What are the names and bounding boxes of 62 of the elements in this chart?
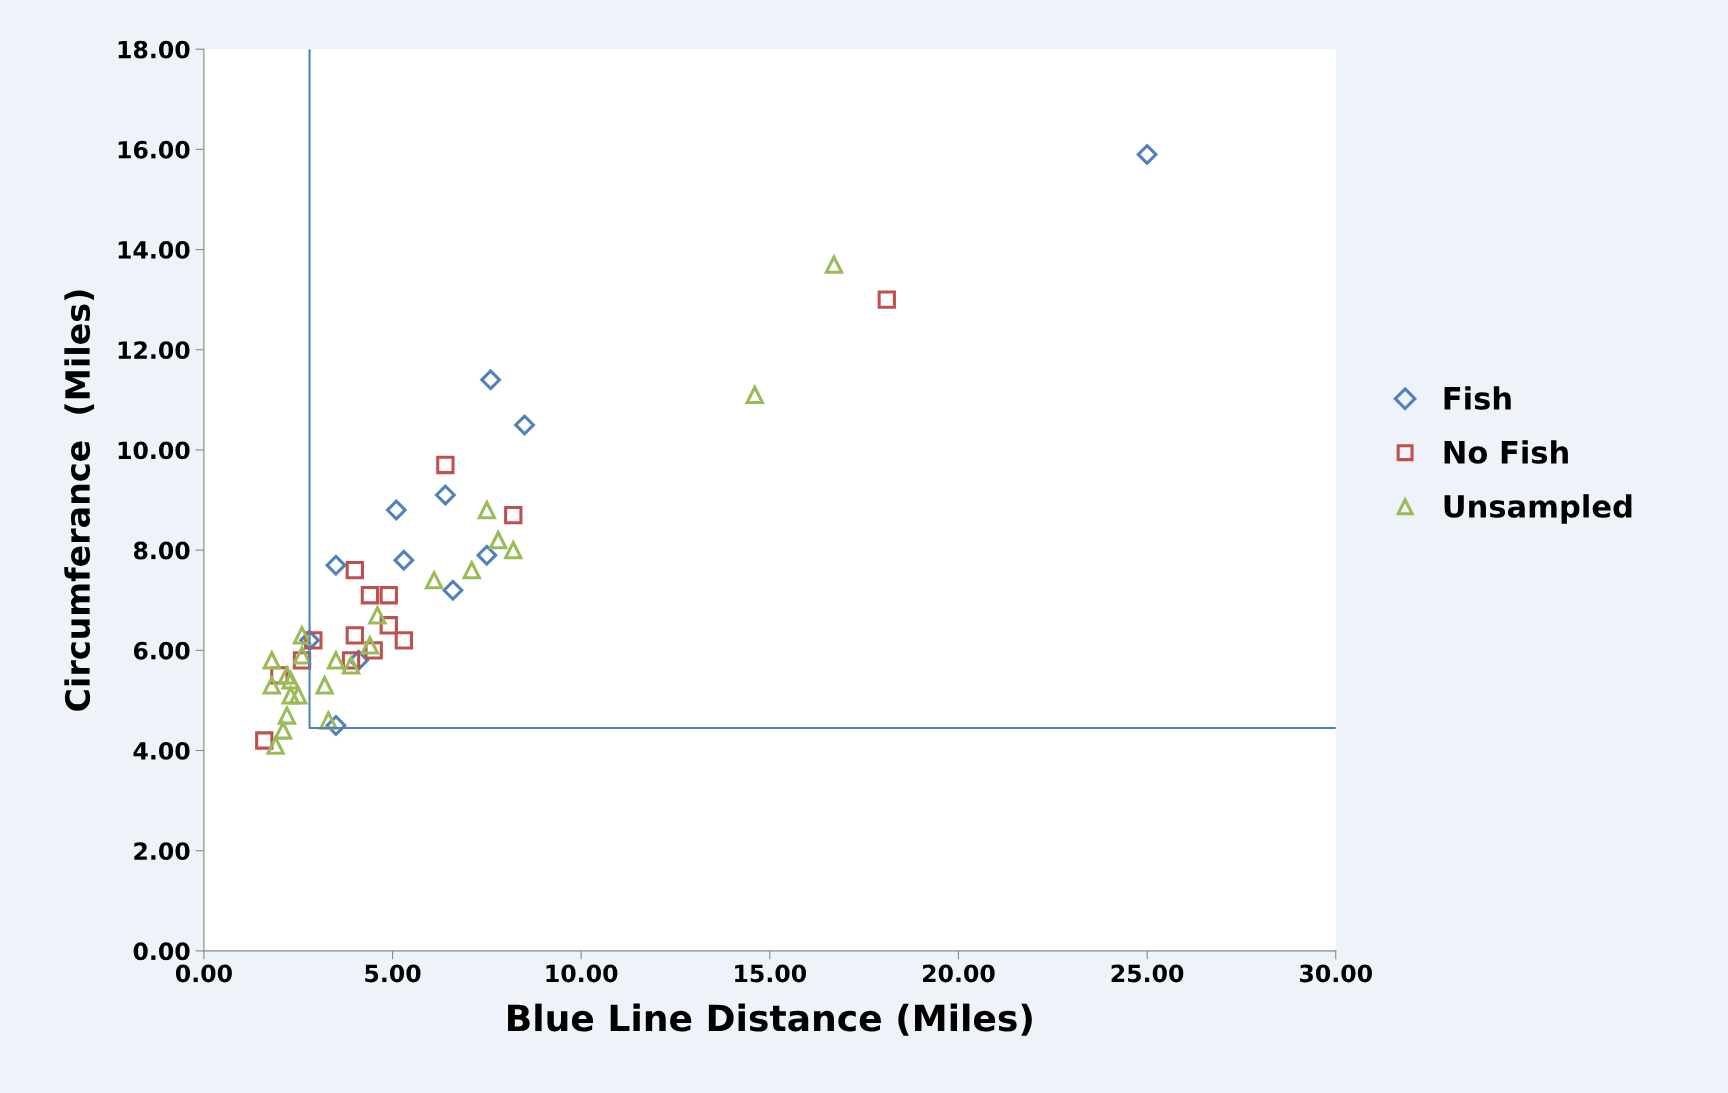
y-tick-label: 18.00: [118, 40, 190, 59]
y-tick-label: 16.00: [118, 140, 190, 159]
point: [436, 455, 455, 475]
y-tick-label: 4.00: [133, 741, 190, 760]
point: [824, 255, 844, 274]
point: [489, 530, 508, 550]
point: [480, 369, 501, 391]
point: [477, 500, 497, 520]
point: [379, 586, 398, 605]
x-tick-label: 10.00: [546, 964, 618, 983]
point: [504, 540, 523, 560]
point: [266, 736, 285, 755]
point: [434, 484, 456, 506]
x-axis-title: Blue Line Distance (Miles): [508, 1003, 1032, 1036]
x-tick-label: 30.00: [1299, 964, 1372, 983]
x-tick-label: 0.00: [175, 964, 232, 983]
point: [360, 636, 380, 655]
point: [514, 414, 535, 436]
point: [393, 549, 415, 571]
y-axis-title: Circumferance (Miles): [64, 290, 95, 711]
point: [345, 561, 364, 580]
point: [368, 606, 387, 625]
y-tick-label: 10.00: [118, 441, 190, 460]
point: [462, 561, 481, 580]
y-tick-label: 0.00: [133, 942, 190, 961]
point: [292, 626, 312, 645]
point: [273, 721, 293, 740]
x-tick-label: 15.00: [735, 964, 807, 983]
point: [325, 715, 347, 736]
point: [325, 554, 347, 576]
y-tick-label: 2.00: [134, 842, 190, 861]
legend-label: No Fish: [1444, 440, 1568, 464]
y-tick-label: 14.00: [118, 241, 190, 259]
point: [1136, 144, 1158, 165]
y-tick-label: 12.00: [118, 341, 190, 360]
point: [476, 544, 498, 566]
point: [277, 706, 297, 725]
point: [262, 651, 281, 670]
point: [326, 651, 346, 670]
y-tick-label: 8.00: [133, 541, 190, 560]
point: [877, 290, 896, 309]
point: [315, 676, 334, 695]
x-tick-label: 5.00: [365, 964, 421, 983]
point: [442, 579, 464, 601]
legend-label: Unsampled: [1444, 494, 1632, 524]
legend-label: Fish: [1444, 386, 1511, 410]
point: [277, 666, 297, 685]
x-tick-label: 25.00: [1111, 964, 1184, 983]
point: [281, 686, 300, 705]
point: [262, 676, 281, 695]
point: [504, 505, 523, 525]
point: [281, 671, 300, 690]
y-tick-label: 6.00: [133, 641, 190, 660]
point: [345, 626, 364, 645]
point: [745, 385, 764, 405]
x-tick-label: 20.00: [922, 964, 995, 983]
point: [394, 631, 414, 650]
point: [385, 499, 407, 521]
point: [424, 571, 444, 590]
point: [360, 586, 380, 605]
point: [292, 646, 312, 665]
point: [341, 656, 361, 675]
